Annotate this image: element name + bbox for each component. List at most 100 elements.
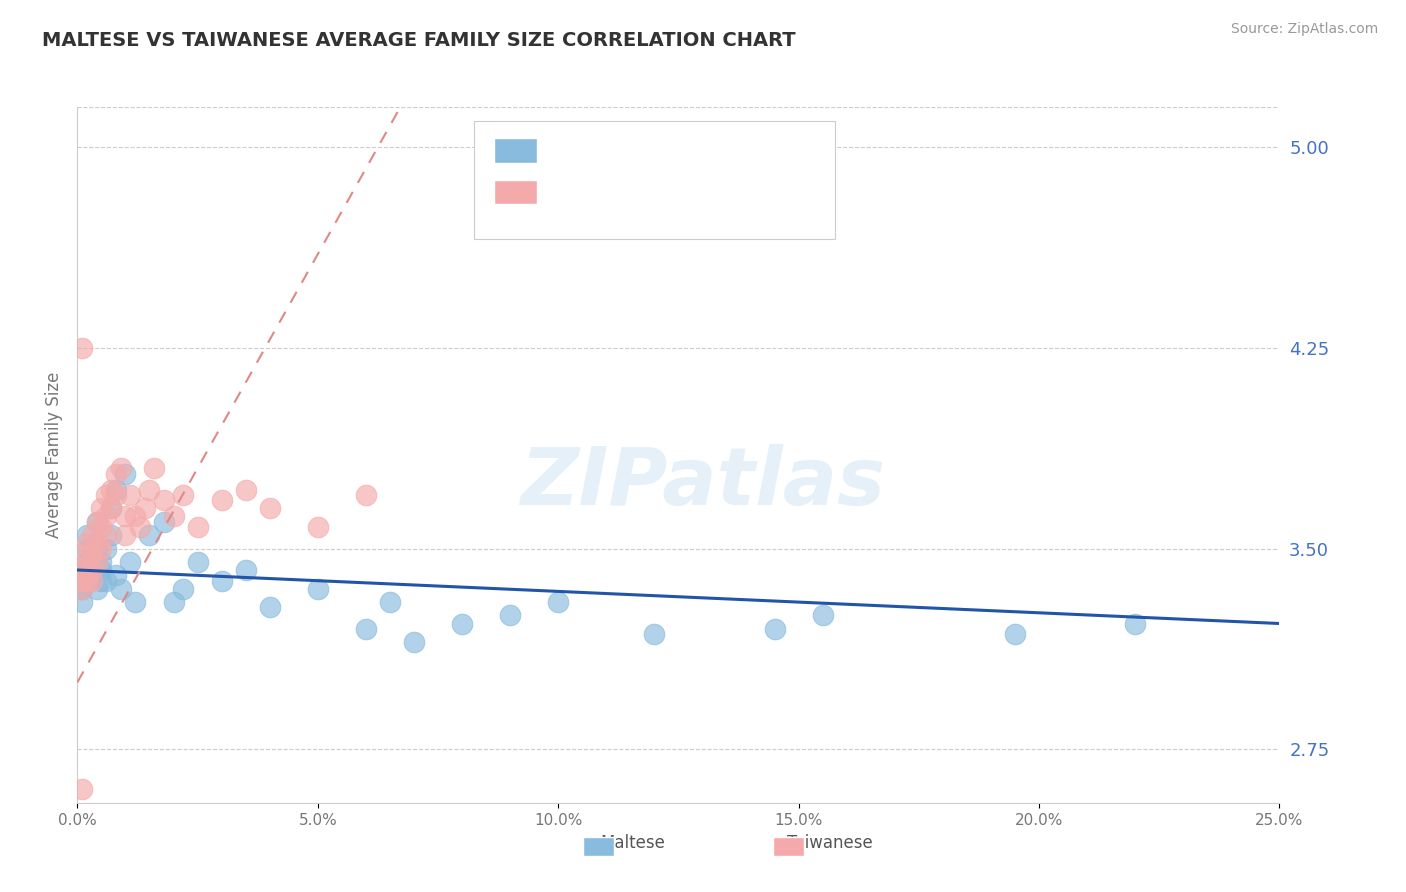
Point (104, 568, 127, 582)
Point (70, 582, 93, 596)
Point (110, 461, 132, 475)
FancyBboxPatch shape (474, 121, 835, 239)
Point (90, 520, 112, 534)
Point (86, 555, 108, 569)
Text: -0.196: -0.196 (603, 141, 666, 159)
Text: R =: R = (550, 183, 592, 201)
Point (811, 608, 834, 623)
Point (162, 509, 184, 524)
Text: MALTESE VS TAIWANESE AVERAGE FAMILY SIZE CORRELATION CHART: MALTESE VS TAIWANESE AVERAGE FAMILY SIZE… (42, 31, 796, 50)
Text: ZIPatlas: ZIPatlas (520, 443, 884, 522)
Point (110, 582, 132, 596)
Point (70, 547, 93, 561)
Text: 46: 46 (738, 141, 759, 159)
Point (211, 574, 233, 588)
Point (643, 627, 665, 641)
Point (547, 595, 569, 609)
Point (76, 574, 98, 588)
Text: R =: R = (550, 141, 592, 159)
Point (70, 574, 93, 588)
Point (70, 341, 93, 355)
Point (96, 528, 118, 542)
Point (104, 467, 127, 481)
Point (143, 461, 166, 475)
Point (451, 616, 474, 631)
Point (86, 515, 108, 529)
Point (120, 555, 142, 569)
Point (104, 488, 127, 502)
Point (187, 555, 209, 569)
Point (80, 547, 103, 561)
Point (235, 483, 257, 497)
Point (134, 501, 156, 516)
Point (307, 582, 329, 596)
Point (235, 563, 257, 577)
Point (96, 574, 118, 588)
Point (80, 574, 103, 588)
Point (86, 582, 108, 596)
Point (354, 488, 377, 502)
Point (138, 483, 160, 497)
Bar (495, 138, 537, 162)
Point (162, 595, 184, 609)
Point (124, 595, 146, 609)
Point (86, 536, 108, 550)
Point (187, 520, 209, 534)
Point (763, 622, 786, 636)
Point (76, 568, 98, 582)
Point (100, 501, 122, 516)
Point (100, 528, 122, 542)
Point (96, 509, 118, 524)
Point (128, 520, 150, 534)
Point (90, 555, 112, 569)
Point (153, 493, 176, 508)
Text: Taiwanese: Taiwanese (787, 834, 872, 852)
Point (96, 488, 118, 502)
Point (259, 600, 281, 615)
Point (76, 536, 98, 550)
Point (80, 568, 103, 582)
Point (80, 528, 103, 542)
Point (70, 582, 93, 596)
Y-axis label: Average Family Size: Average Family Size (45, 372, 63, 538)
Point (1004, 627, 1026, 641)
Point (100, 483, 122, 497)
Point (100, 501, 122, 516)
Point (172, 582, 194, 596)
Point (120, 488, 142, 502)
Text: 0.135: 0.135 (603, 183, 666, 201)
Point (80, 547, 103, 561)
Point (114, 509, 136, 524)
Point (76, 541, 98, 556)
Text: Maltese: Maltese (600, 834, 665, 852)
Text: N =: N = (688, 141, 730, 159)
Point (86, 541, 108, 556)
Point (90, 541, 112, 556)
Point (96, 541, 118, 556)
Point (138, 528, 160, 542)
Point (211, 493, 233, 508)
Point (70, 595, 93, 609)
Point (76, 555, 98, 569)
Point (80, 563, 103, 577)
Point (307, 520, 329, 534)
Bar (495, 180, 537, 204)
Point (259, 501, 281, 516)
Point (114, 467, 136, 481)
Point (402, 635, 425, 649)
Point (1123, 616, 1146, 631)
Point (90, 563, 112, 577)
Point (172, 488, 194, 502)
Point (153, 515, 176, 529)
Point (76, 574, 98, 588)
Point (90, 574, 112, 588)
Point (354, 622, 377, 636)
Text: Source: ZipAtlas.com: Source: ZipAtlas.com (1230, 22, 1378, 37)
Point (124, 509, 146, 524)
Point (378, 595, 401, 609)
Text: N =: N = (688, 183, 730, 201)
Point (70, 563, 93, 577)
Point (80, 563, 103, 577)
Point (76, 528, 98, 542)
Point (104, 483, 127, 497)
